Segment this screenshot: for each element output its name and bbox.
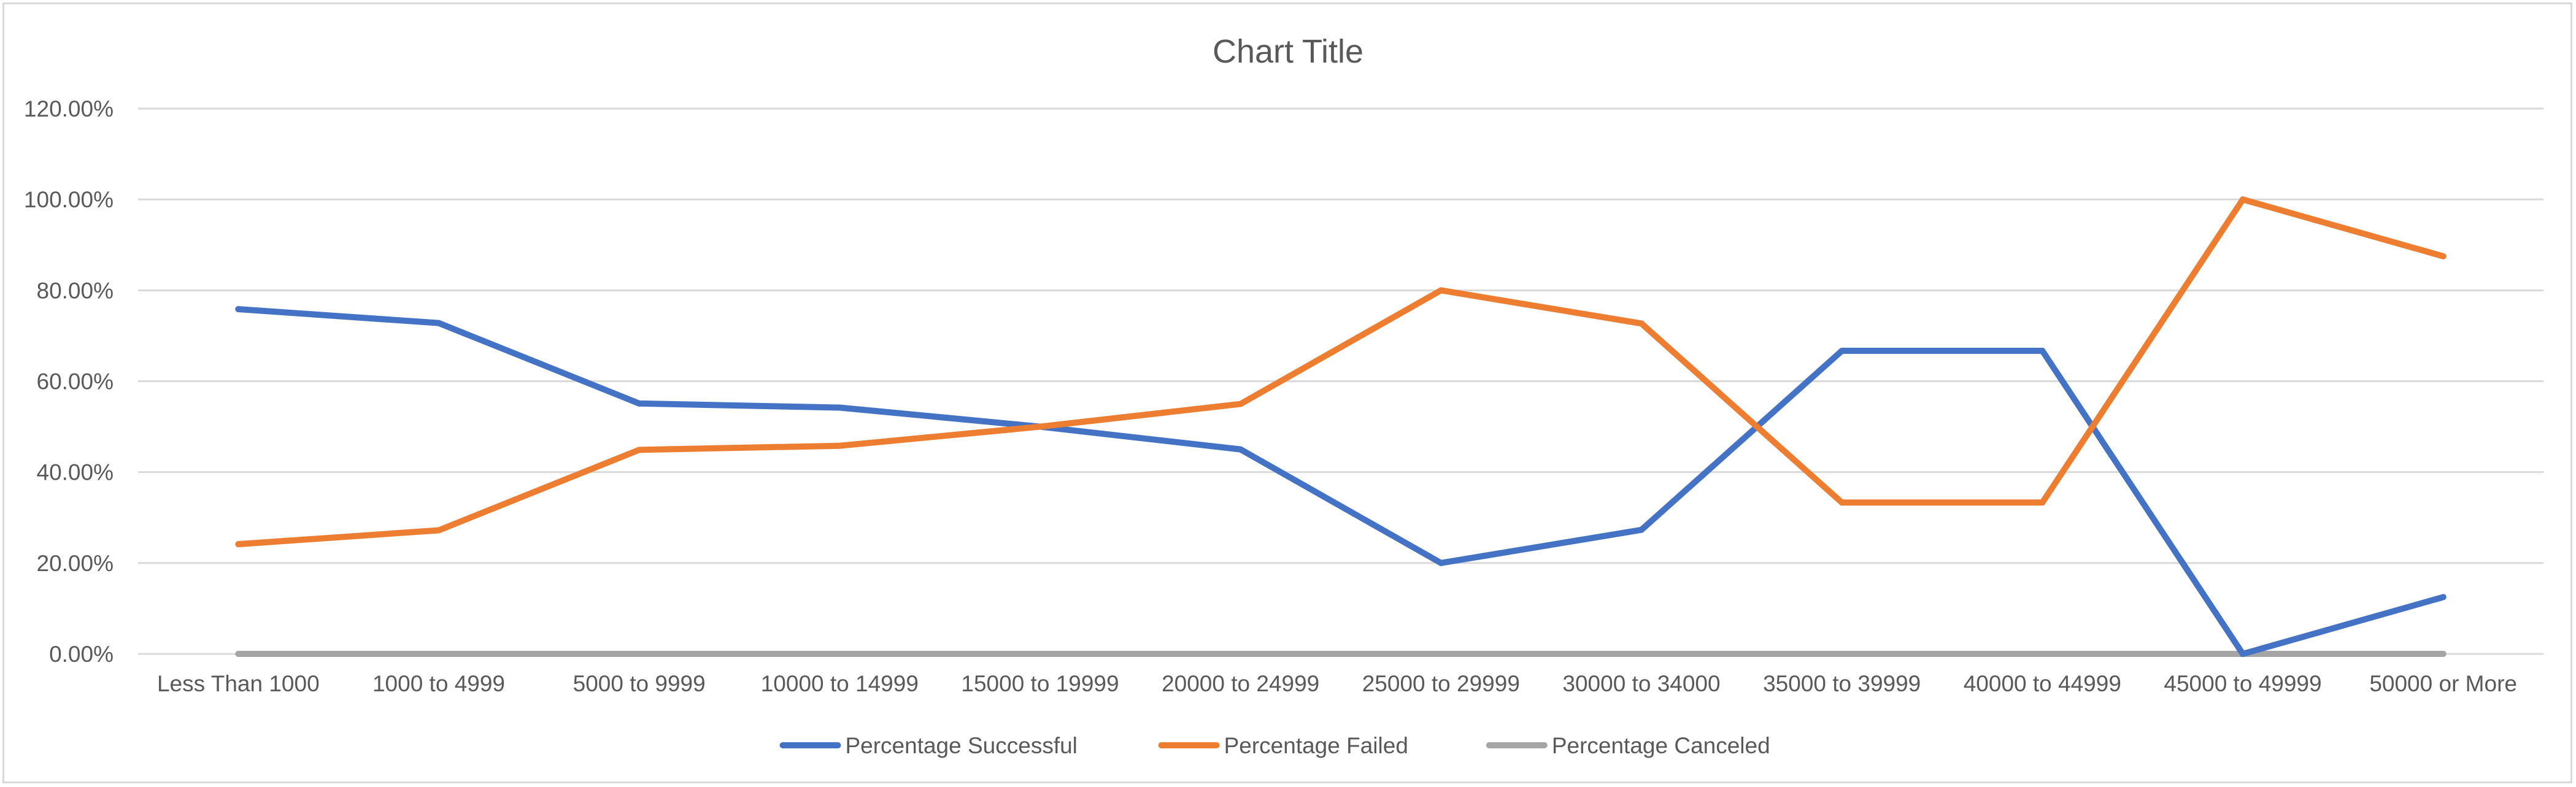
x-axis-tick-labels: Less Than 1000 1000 to 4999 5000 to 9999 10… [157,671,2517,696]
series-line-percentage-successful [235,306,2447,657]
y-tick-label: 40.00% [37,460,114,485]
data-point-percentage-successful [1638,526,1645,533]
data-point-percentage-canceled [1237,651,1244,657]
data-point-percentage-failed [2440,253,2447,259]
data-point-percentage-failed [2240,196,2246,203]
data-point-percentage-successful [2240,651,2246,657]
gridlines [138,107,2543,655]
data-point-percentage-failed [836,442,843,449]
legend-label: Percentage Failed [1224,733,1408,758]
data-point-percentage-successful [436,320,442,326]
data-point-percentage-canceled [1438,651,1444,657]
data-point-percentage-successful [1438,559,1444,566]
x-tick-label: 25000 to 29999 [1362,671,1520,696]
x-tick-label: 50000 or More [2369,671,2517,696]
legend-label: Percentage Canceled [1552,733,1770,758]
data-point-percentage-failed [1037,423,1043,430]
data-point-percentage-failed [636,447,642,453]
data-point-percentage-successful [2039,347,2046,354]
line-chart: 0.00% 20.00% 40.00% 60.00% 80.00% 100.00% 120.… [24,33,2543,758]
series-lines [235,196,2447,657]
x-tick-label: Less Than 1000 [157,671,320,696]
series-line-percentage-failed [235,196,2447,548]
x-tick-label: 1000 to 4999 [372,671,505,696]
data-point-percentage-successful [2440,594,2447,601]
data-point-percentage-successful [235,306,242,313]
data-point-percentage-canceled [1838,651,1845,657]
x-tick-label: 20000 to 24999 [1162,671,1319,696]
data-point-percentage-failed [1237,401,1244,407]
y-tick-label: 60.00% [37,369,114,394]
data-point-percentage-canceled [436,651,442,657]
y-tick-label: 20.00% [37,551,114,576]
x-tick-label: 10000 to 14999 [761,671,919,696]
data-point-percentage-failed [235,541,242,548]
x-tick-label: 40000 to 44999 [1964,671,2121,696]
data-point-percentage-successful [836,404,843,411]
x-tick-label: 30000 to 34000 [1562,671,1720,696]
data-point-percentage-failed [1438,287,1444,294]
legend: Percentage Successful Percentage Failed Pe… [779,733,1770,758]
x-tick-label: 15000 to 19999 [961,671,1119,696]
data-point-percentage-canceled [2039,651,2046,657]
legend-label: Percentage Successful [845,733,1077,758]
x-tick-label: 5000 to 9999 [573,671,706,696]
y-tick-label: 120.00% [24,96,114,121]
data-point-percentage-canceled [235,651,242,657]
data-point-percentage-canceled [636,651,642,657]
data-point-percentage-failed [2039,499,2046,506]
data-point-percentage-failed [1838,499,1845,506]
data-point-percentage-successful [1237,446,1244,453]
y-tick-label: 80.00% [37,278,114,303]
data-point-percentage-canceled [2440,651,2447,657]
chart-title: Chart Title [1213,33,1363,70]
y-axis-tick-labels: 0.00% 20.00% 40.00% 60.00% 80.00% 100.00% 120.… [24,96,114,667]
legend-item-percentage-failed: Percentage Failed [1158,733,1408,758]
y-tick-label: 100.00% [24,187,114,212]
data-point-percentage-successful [636,400,642,407]
data-point-percentage-canceled [836,651,843,657]
legend-item-percentage-successful: Percentage Successful [779,733,1078,758]
data-point-percentage-canceled [1638,651,1645,657]
data-point-percentage-failed [436,527,442,534]
data-point-percentage-successful [1838,347,1845,354]
legend-item-percentage-canceled: Percentage Canceled [1486,733,1770,758]
data-point-percentage-canceled [1037,651,1043,657]
x-tick-label: 45000 to 49999 [2164,671,2321,696]
y-tick-label: 0.00% [49,642,114,667]
data-point-percentage-failed [1638,320,1645,327]
x-tick-label: 35000 to 39999 [1763,671,1921,696]
